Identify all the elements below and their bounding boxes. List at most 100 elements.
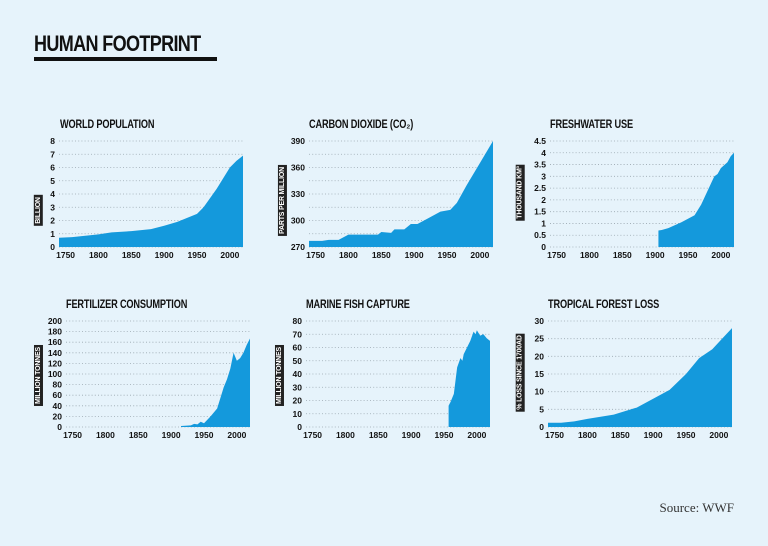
y-tick-label: 160	[48, 337, 62, 347]
x-tick-label: 1850	[611, 430, 630, 440]
chart-title: CARBON DIOXIDE (CO₂)	[309, 119, 414, 131]
y-tick-label: 1	[541, 218, 546, 228]
x-tick-label: 1950	[188, 250, 207, 260]
x-tick-label: 2000	[467, 430, 486, 440]
y-tick-label: 120	[48, 358, 62, 368]
y-tick-label: 20	[293, 396, 303, 406]
x-tick-label: 2000	[709, 430, 728, 440]
y-tick-label: 180	[48, 327, 62, 337]
y-tick-label: 2	[541, 195, 546, 205]
x-tick-label: 1850	[122, 250, 141, 260]
x-tick-label: 1900	[402, 430, 421, 440]
area-series	[59, 155, 243, 247]
x-tick-label: 1850	[372, 250, 391, 260]
y-tick-label: 60	[293, 343, 303, 353]
y-tick-label: 390	[291, 136, 305, 146]
x-tick-label: 1950	[195, 430, 214, 440]
y-tick-label: 0.5	[534, 230, 546, 240]
y-tick-label: 8	[50, 136, 55, 146]
y-tick-label: 15	[535, 369, 545, 379]
x-tick-label: 1900	[162, 430, 181, 440]
x-tick-label: 2000	[470, 250, 489, 260]
y-tick-label: 80	[53, 380, 63, 390]
x-tick-label: 2000	[711, 250, 730, 260]
y-tick-label: 20	[53, 411, 63, 421]
chart-title: TROPICAL FOREST LOSS	[548, 299, 660, 311]
y-tick-label: 3	[541, 171, 546, 181]
x-tick-label: 1800	[336, 430, 355, 440]
x-tick-label: 1800	[578, 430, 597, 440]
x-tick-label: 2000	[220, 250, 239, 260]
x-tick-label: 1900	[155, 250, 174, 260]
y-tick-label: 30	[535, 316, 545, 326]
x-tick-label: 2000	[227, 430, 246, 440]
y-tick-label: 10	[293, 409, 303, 419]
y-tick-label: 270	[291, 242, 305, 252]
x-tick-label: 1800	[89, 250, 108, 260]
y-tick-label: 7	[50, 149, 55, 159]
y-tick-label: 25	[535, 334, 545, 344]
y-tick-label: 40	[53, 401, 63, 411]
area-series	[658, 152, 734, 247]
y-tick-label: 0	[297, 422, 302, 432]
y-tick-label: 100	[48, 369, 62, 379]
x-tick-label: 1950	[677, 430, 696, 440]
x-tick-label: 1850	[613, 250, 632, 260]
area-series	[181, 338, 250, 427]
y-tick-label: 10	[535, 387, 545, 397]
y-tick-label: 0	[539, 422, 544, 432]
x-tick-label: 1950	[679, 250, 698, 260]
chart-title: WORLD POPULATION	[60, 119, 155, 131]
y-tick-label: 30	[293, 382, 303, 392]
title-underline	[34, 57, 217, 61]
x-tick-label: 1800	[580, 250, 599, 260]
page-title: HUMAN FOOTPRINT	[34, 31, 201, 56]
area-series	[548, 328, 732, 427]
chart-title: FERTILIZER CONSUMPTION	[66, 299, 188, 311]
y-tick-label: 40	[293, 369, 303, 379]
y-tick-label: 3	[50, 202, 55, 212]
x-tick-label: 1900	[644, 430, 663, 440]
y-tick-label: 300	[291, 216, 305, 226]
y-tick-label: 200	[48, 316, 62, 326]
y-tick-label: 5	[539, 404, 544, 414]
y-tick-label: 4	[541, 148, 546, 158]
y-tick-label: 70	[293, 329, 303, 339]
y-tick-label: 20	[535, 351, 545, 361]
y-tick-label: 0	[50, 242, 55, 252]
x-tick-label: 1750	[56, 250, 75, 260]
source-credit: Source: WWF	[659, 500, 735, 515]
x-tick-label: 1950	[438, 250, 457, 260]
y-tick-label: 50	[293, 356, 303, 366]
chart-title: MARINE FISH CAPTURE	[306, 299, 410, 311]
x-tick-label: 1850	[129, 430, 148, 440]
x-tick-label: 1800	[96, 430, 115, 440]
y-tick-label: 330	[291, 189, 305, 199]
y-tick-label: 2.5	[534, 183, 546, 193]
x-tick-label: 1850	[369, 430, 388, 440]
x-tick-label: 1950	[435, 430, 454, 440]
x-tick-label: 1750	[547, 250, 566, 260]
x-tick-label: 1900	[646, 250, 665, 260]
y-tick-label: 6	[50, 163, 55, 173]
y-tick-label: 5	[50, 176, 55, 186]
area-series	[448, 330, 490, 427]
chart-title: FRESHWATER USE	[550, 119, 633, 131]
y-tick-label: 60	[53, 390, 63, 400]
y-tick-label: 1	[50, 229, 55, 239]
y-tick-label: 4.5	[534, 136, 546, 146]
y-tick-label: 80	[293, 316, 303, 326]
y-tick-label: 2	[50, 216, 55, 226]
y-tick-label: 0	[57, 422, 62, 432]
y-tick-label: 1.5	[534, 207, 546, 217]
x-tick-label: 1900	[405, 250, 424, 260]
x-tick-label: 1750	[306, 250, 325, 260]
x-tick-label: 1750	[63, 430, 82, 440]
y-tick-label: 360	[291, 163, 305, 173]
